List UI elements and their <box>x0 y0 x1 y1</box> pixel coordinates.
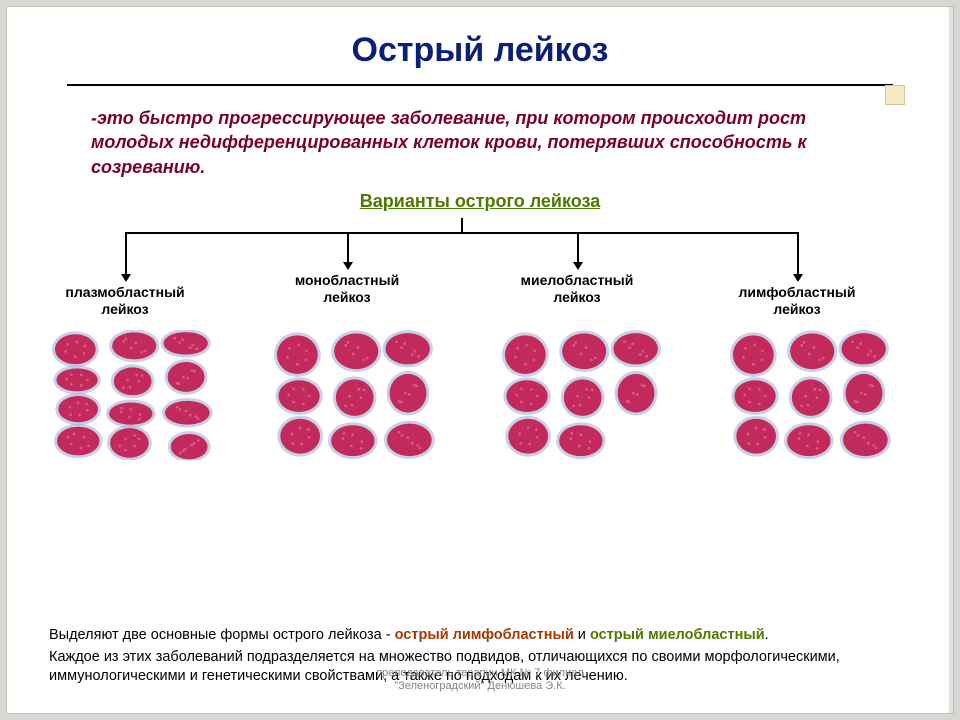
bottom-p1: Выделяют две основные формы острого лейк… <box>49 626 923 646</box>
variant-label-3: лимфобластныйлейкоз <box>702 284 892 318</box>
variant-label-1: монобластныйлейкоз <box>252 272 442 306</box>
bottom-p1-pre: Выделяют две основные формы острого лейк… <box>49 627 395 643</box>
bottom-p1-mid: и <box>574 627 590 643</box>
hl-myeloblastic: острый миелобластный <box>590 627 765 643</box>
bottom-text: Выделяют две основные формы острого лейк… <box>49 626 923 689</box>
variants-diagram: плазмобластныйлейкозмонобластныйлейкозми… <box>37 214 923 464</box>
title-rule <box>67 84 893 86</box>
cells-panel-1 <box>269 330 439 460</box>
cells-panel-0 <box>47 330 217 460</box>
variants-heading: Варианты острого лейкоза <box>37 191 923 212</box>
variant-label-0: плазмобластныйлейкоз <box>30 284 220 318</box>
cells-panel-3 <box>725 330 895 460</box>
page-title: Острый лейкоз <box>37 31 923 70</box>
intro-text: это быстро прогрессирующее заболевание, … <box>91 108 807 177</box>
hl-lymphoblastic: острый лимфобластный <box>395 627 574 643</box>
bottom-p1-post: . <box>765 627 769 643</box>
slide: Острый лейкоз -это быстро прогрессирующе… <box>6 6 954 714</box>
intro-paragraph: -это быстро прогрессирующее заболевание,… <box>37 102 923 187</box>
variant-label-2: миелобластныйлейкоз <box>482 272 672 306</box>
cells-panel-2 <box>497 330 667 460</box>
title-rule-endcap <box>885 85 905 105</box>
bottom-p2: Каждое из этих заболеваний подразделяетс… <box>49 648 923 687</box>
